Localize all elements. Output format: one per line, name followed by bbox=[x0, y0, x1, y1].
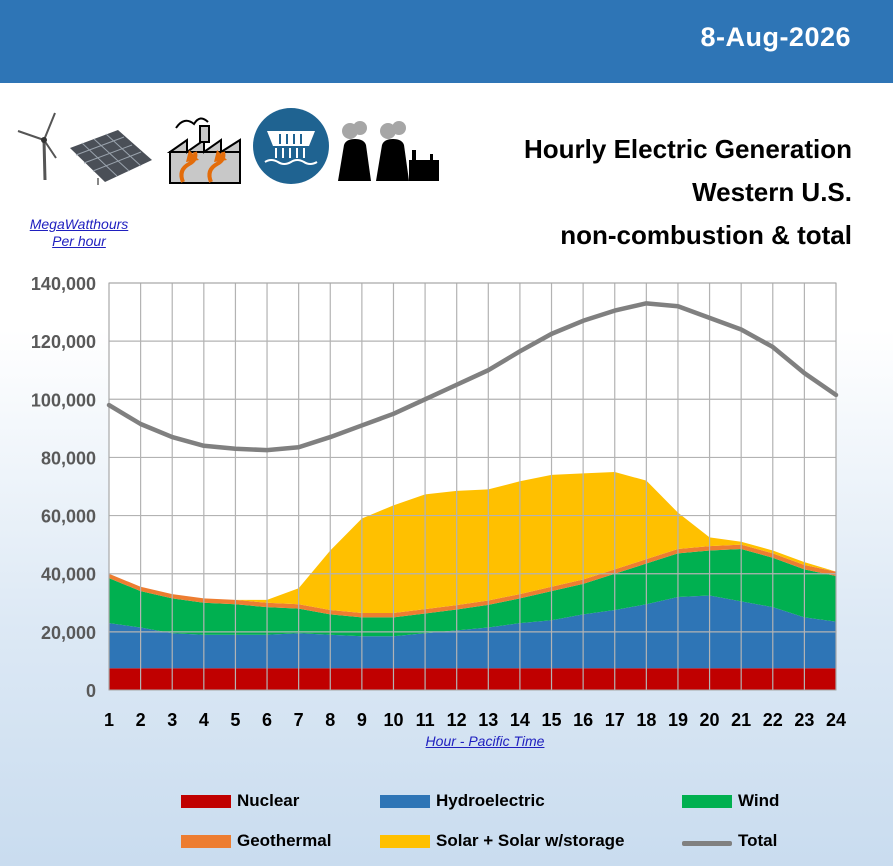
unit-line-2: Per hour bbox=[52, 233, 106, 249]
area-geothermal bbox=[109, 544, 836, 618]
x-tick-label: 22 bbox=[763, 710, 783, 730]
title-line-3: non-combustion & total bbox=[560, 220, 852, 250]
x-tick-label: 2 bbox=[136, 710, 146, 730]
y-tick-label: 60,000 bbox=[41, 507, 96, 527]
chart-title: Hourly Electric Generation Western U.S. … bbox=[524, 128, 852, 257]
title-line-2: Western U.S. bbox=[692, 177, 852, 207]
x-tick-label: 5 bbox=[230, 710, 240, 730]
area-nuclear bbox=[109, 668, 836, 690]
x-tick-label: 11 bbox=[416, 710, 435, 730]
plot-frame bbox=[108, 282, 837, 691]
x-tick-label: 20 bbox=[700, 710, 720, 730]
x-tick-label: 16 bbox=[573, 710, 593, 730]
x-tick-label: 12 bbox=[447, 710, 467, 730]
date-label: 8-Aug-2026 bbox=[700, 22, 851, 52]
geothermal-plant-icon bbox=[166, 117, 241, 184]
wind-turbine-icon bbox=[17, 112, 57, 181]
hydroelectric-dam-icon bbox=[253, 108, 329, 184]
y-tick-label: 120,000 bbox=[31, 332, 96, 352]
x-tick-label: 9 bbox=[357, 710, 367, 730]
x-tick-label: 1 bbox=[104, 710, 114, 730]
x-tick-label: 14 bbox=[510, 710, 530, 730]
x-tick-label: 8 bbox=[325, 710, 335, 730]
y-tick-label: 100,000 bbox=[31, 390, 96, 410]
y-axis-unit-label: MegaWatthours Per hour bbox=[14, 216, 144, 250]
total-line bbox=[106, 301, 839, 453]
x-tick-label: 15 bbox=[542, 710, 562, 730]
x-tick-label: 23 bbox=[794, 710, 814, 730]
x-tick-label: 17 bbox=[605, 710, 625, 730]
x-axis-title: Hour - Pacific Time bbox=[425, 733, 545, 749]
y-tick-label: 140,000 bbox=[31, 274, 96, 294]
y-tick-label: 80,000 bbox=[41, 448, 96, 468]
x-tick-label: 13 bbox=[478, 710, 498, 730]
x-tick-label: 7 bbox=[294, 710, 304, 730]
title-line-1: Hourly Electric Generation bbox=[524, 134, 852, 164]
x-tick-label: 18 bbox=[636, 710, 656, 730]
y-tick-label: 40,000 bbox=[41, 565, 96, 585]
unit-line-1: MegaWatthours bbox=[29, 216, 129, 232]
x-tick-label: 4 bbox=[199, 710, 209, 730]
x-tick-label: 3 bbox=[167, 710, 177, 730]
x-tick-label: 19 bbox=[668, 710, 688, 730]
area-wind bbox=[109, 549, 836, 637]
header-bar: 8-Aug-2026 bbox=[0, 0, 893, 83]
x-tick-label: 6 bbox=[262, 710, 272, 730]
nuclear-plant-icon bbox=[338, 121, 439, 181]
area-solar bbox=[109, 471, 836, 613]
x-tick-label: 24 bbox=[826, 710, 846, 730]
y-tick-label: 20,000 bbox=[41, 623, 96, 643]
x-tick-label: 10 bbox=[383, 710, 403, 730]
solar-panel-icon bbox=[70, 130, 152, 185]
y-tick-label: 0 bbox=[86, 681, 96, 701]
x-tick-label: 21 bbox=[731, 710, 751, 730]
